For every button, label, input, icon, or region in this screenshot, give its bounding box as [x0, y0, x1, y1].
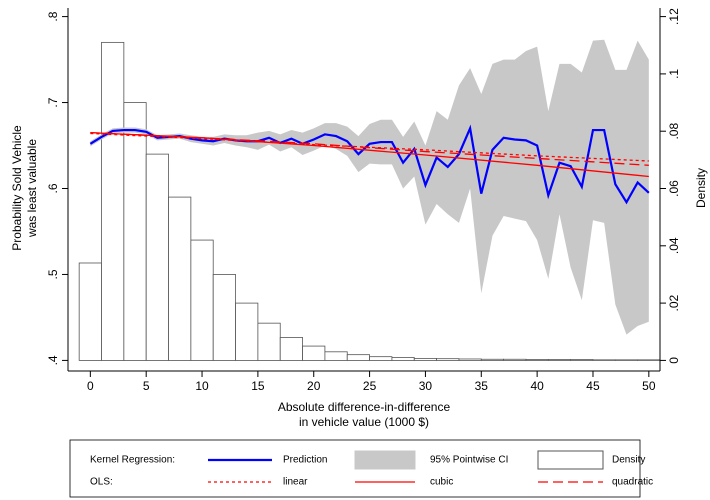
y2-tick-label: .06	[667, 180, 681, 197]
histogram-bar	[324, 351, 348, 361]
x-tick-label: 35	[475, 379, 489, 393]
histogram-bar	[614, 359, 639, 361]
x-axis-title: Absolute difference-in-difference	[278, 400, 451, 414]
x-tick-label: 45	[586, 379, 600, 393]
histogram-bar	[525, 359, 549, 361]
x-tick-label: 40	[530, 379, 544, 393]
y2-axis-title: Density	[694, 168, 708, 208]
histogram-bar	[235, 302, 259, 361]
legend-label: Density	[612, 455, 645, 466]
histogram-bar	[190, 239, 214, 361]
legend-label: quadratic	[612, 477, 653, 488]
legend-symbol	[537, 450, 604, 470]
histogram-bar	[413, 357, 438, 361]
histogram-bar	[101, 41, 125, 361]
histogram-bar	[168, 196, 192, 361]
histogram-bar	[123, 102, 147, 361]
histogram-bar	[257, 322, 281, 361]
y2-tick-label: .02	[667, 294, 681, 311]
legend-row-label: OLS:	[90, 477, 113, 488]
series-line	[90, 131, 649, 166]
x-axis-title: in vehicle value (1000 $)	[299, 415, 429, 429]
x-tick-label: 20	[307, 379, 321, 393]
histogram-bar	[436, 358, 460, 361]
legend-label: cubic	[430, 477, 453, 488]
x-tick-label: 0	[87, 379, 94, 393]
histogram-bar	[78, 262, 102, 361]
y2-tick-label: .04	[667, 237, 681, 254]
legend-symbol	[354, 450, 416, 470]
y-axis-title: Probability Sold Vehicle	[10, 125, 24, 251]
histogram-bar	[480, 358, 505, 361]
histogram-bar	[279, 337, 303, 361]
y-tick-label: .6	[46, 183, 60, 193]
legend-row-label: Kernel Regression:	[90, 455, 175, 466]
legend-label: linear	[283, 477, 308, 488]
y-tick-label: .5	[46, 269, 60, 279]
histogram-bar	[302, 345, 326, 361]
y-tick-label: .7	[46, 97, 60, 107]
y2-tick-label: .1	[667, 69, 681, 79]
y-axis-title: was least valuable	[25, 139, 39, 238]
plot-layer	[78, 39, 661, 361]
histogram-bar	[503, 358, 527, 361]
histogram-bar	[369, 356, 393, 361]
histogram-bar	[145, 153, 169, 361]
y2-tick-label: .12	[667, 8, 681, 25]
y2-tick-label: 0	[667, 357, 681, 364]
x-tick-label: 30	[419, 379, 433, 393]
legend-label: 95% Pointwise CI	[430, 455, 508, 466]
histogram-bar	[458, 358, 482, 361]
legend-label: Prediction	[283, 455, 327, 466]
x-tick-label: 10	[195, 379, 209, 393]
x-tick-label: 5	[143, 379, 150, 393]
x-tick-label: 50	[642, 379, 656, 393]
histogram-bar	[570, 359, 594, 361]
histogram-bar	[592, 359, 616, 361]
histogram-bar	[637, 359, 661, 361]
histogram-bar	[547, 359, 572, 361]
histogram-bar	[346, 354, 370, 361]
y-tick-label: .4	[46, 355, 60, 365]
ci-band	[90, 39, 649, 335]
histogram-bar	[391, 357, 415, 361]
y-tick-label: .8	[46, 11, 60, 21]
x-tick-label: 25	[363, 379, 377, 393]
y2-tick-label: .08	[667, 123, 681, 140]
histogram-bar	[212, 274, 236, 361]
x-tick-label: 15	[251, 379, 265, 393]
